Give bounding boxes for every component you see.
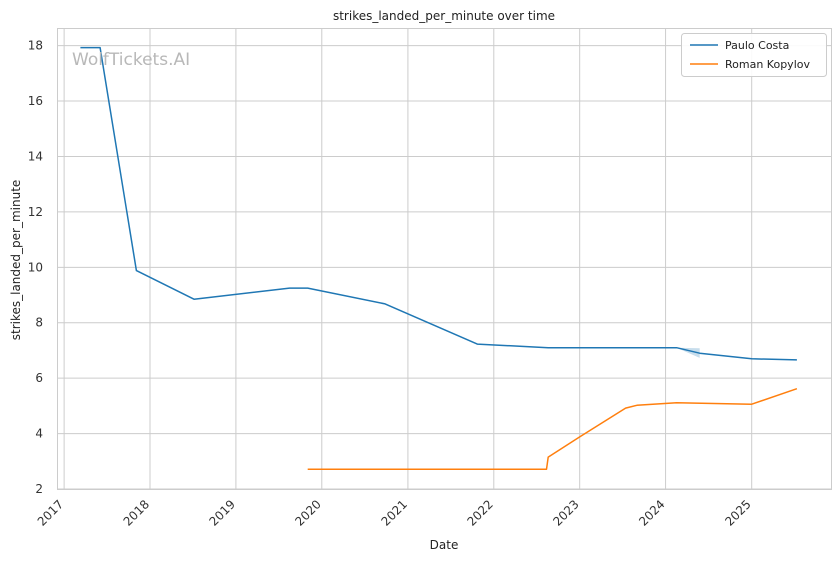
y-tick-label: 2	[35, 482, 43, 496]
confidence-band-paulo-costa	[676, 347, 700, 358]
series-line-paulo-costa	[80, 46, 797, 361]
confidence-bands	[676, 347, 700, 358]
series-line-roman-kopylov	[307, 387, 798, 471]
y-axis-ticks: 2 4 6 8 10 12 14 16 18	[28, 39, 43, 496]
y-tick-label: 18	[28, 39, 43, 53]
legend: Paulo Costa Roman Kopylov	[681, 33, 827, 77]
grid	[58, 29, 831, 490]
y-tick-label: 12	[28, 205, 43, 219]
plot-frame	[57, 28, 832, 490]
watermark: WolfTickets.AI	[72, 50, 190, 70]
y-tick-label: 14	[28, 149, 43, 163]
y-tick-label: 6	[35, 371, 43, 385]
x-axis-label: Date	[430, 538, 459, 552]
y-tick-label: 16	[28, 94, 43, 108]
y-tick-label: 10	[28, 260, 43, 274]
series-lines	[80, 46, 798, 471]
chart-title: strikes_landed_per_minute over time	[333, 9, 555, 23]
y-tick-label: 4	[35, 427, 43, 441]
x-axis-ticks: 2017 2018 2019 2020 2021 2022 2023 2024 2025	[35, 497, 754, 528]
y-tick-label: 8	[35, 316, 43, 330]
legend-label-roman-kopylov: Roman Kopylov	[725, 58, 810, 71]
y-axis-label: strikes_landed_per_minute	[9, 180, 23, 341]
legend-label-paulo-costa: Paulo Costa	[725, 39, 789, 52]
